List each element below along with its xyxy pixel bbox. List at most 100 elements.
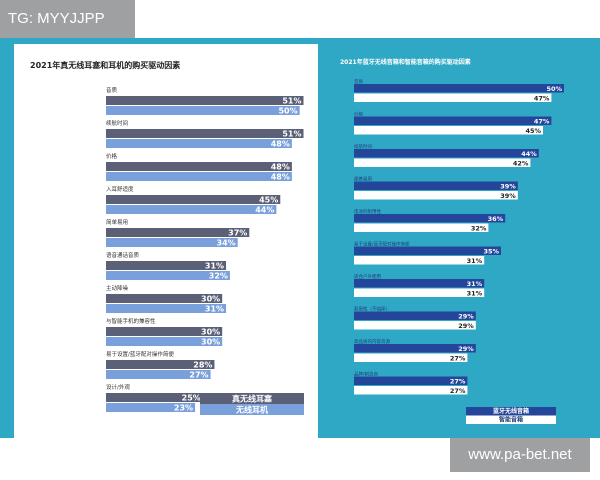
bar-2 xyxy=(354,191,518,200)
bar-1 xyxy=(106,327,223,336)
data-label: 51% xyxy=(282,97,301,106)
bar-1 xyxy=(106,195,281,204)
bar-1 xyxy=(354,84,564,93)
bar-1 xyxy=(354,181,518,190)
bar-2 xyxy=(106,304,227,313)
bar-2 xyxy=(354,256,485,265)
bar-2 xyxy=(354,158,531,167)
bar-2 xyxy=(354,288,485,297)
data-label: 31% xyxy=(467,280,483,288)
bar-2 xyxy=(106,271,230,280)
data-label: 27% xyxy=(450,355,466,363)
bar-2 xyxy=(354,126,543,135)
bar-2 xyxy=(354,223,489,232)
bar-2 xyxy=(106,139,292,148)
data-label: 32% xyxy=(209,272,228,281)
category-label: 简单易用 xyxy=(106,218,128,226)
bar-1 xyxy=(354,214,506,223)
bar-1 xyxy=(106,294,223,303)
data-label: 35% xyxy=(483,248,499,256)
data-label: 27% xyxy=(450,378,466,386)
bar-2 xyxy=(106,238,238,247)
category-label: 耐用性（不怕摔） xyxy=(354,306,390,313)
category-label: 语音通话音质 xyxy=(106,251,140,259)
bar-1 xyxy=(354,344,476,353)
legend-swatch-1 xyxy=(200,393,304,404)
bar-1 xyxy=(354,149,539,158)
data-label: 31% xyxy=(205,305,224,314)
data-label: 30% xyxy=(201,295,220,304)
bar-2 xyxy=(354,386,468,395)
bar-1 xyxy=(106,393,203,402)
legend-label: 智能音箱 xyxy=(499,416,523,424)
bar-1 xyxy=(354,116,552,125)
bar-1 xyxy=(354,279,485,288)
legend-swatch-2 xyxy=(466,415,556,424)
bar-2 xyxy=(354,353,468,362)
bar-2 xyxy=(106,106,300,115)
legend-swatch-1 xyxy=(466,407,556,416)
category-label: 入耳舒适度 xyxy=(106,185,134,193)
right-chart-page: 2021年蓝牙无线音箱和智能音箱的购买驱动因素 音质 50% 47% 价格 47% 45% 续… xyxy=(330,44,592,438)
data-label: 27% xyxy=(450,387,466,395)
data-label: 39% xyxy=(500,183,516,191)
data-label: 31% xyxy=(467,290,483,298)
bar-1 xyxy=(106,261,227,270)
bar-1 xyxy=(106,129,304,138)
bar-2 xyxy=(106,172,292,181)
bar-2 xyxy=(106,370,211,379)
chart-title: 2021年真无线耳塞和耳机的购买驱动因素 xyxy=(30,60,180,70)
chart-title: 2021年蓝牙无线音箱和智能音箱的购买驱动因素 xyxy=(340,58,471,66)
bar-1 xyxy=(354,311,476,320)
data-label: 48% xyxy=(271,140,290,149)
bar-1 xyxy=(354,246,501,255)
data-label: 30% xyxy=(201,338,220,347)
legend-swatch-2 xyxy=(200,404,304,415)
data-label: 45% xyxy=(525,127,541,135)
data-label: 47% xyxy=(534,118,550,126)
category-label: 易于设置/蓝牙配对操作简便 xyxy=(354,241,410,248)
bar-1 xyxy=(354,376,468,385)
bar-2 xyxy=(354,321,476,330)
category-label: 设计/外观 xyxy=(106,383,130,391)
bar-2 xyxy=(106,337,223,346)
category-label: 适合户外使用 xyxy=(354,273,381,280)
data-label: 31% xyxy=(467,257,483,265)
legend-label: 真无线耳塞 xyxy=(232,394,273,404)
data-label: 44% xyxy=(521,150,537,158)
data-label: 25% xyxy=(182,394,201,403)
bar-2 xyxy=(106,403,196,412)
data-label: 29% xyxy=(458,345,474,353)
bar-1 xyxy=(106,162,292,171)
data-label: 50% xyxy=(546,85,562,93)
data-label: 39% xyxy=(500,192,516,200)
watermark-label: www.pa-bet.net xyxy=(450,438,590,472)
category-label: 与智能手机的兼容性 xyxy=(106,317,156,325)
category-label: 续航时间 xyxy=(106,119,128,127)
data-label: 51% xyxy=(282,130,301,139)
category-label: 主动降噪 xyxy=(106,284,129,292)
data-label: 27% xyxy=(189,371,208,380)
legend-label: 蓝牙无线音箱 xyxy=(493,407,529,415)
data-label: 42% xyxy=(513,160,529,168)
data-label: 34% xyxy=(217,239,236,248)
category-label: 续航时间 xyxy=(354,143,372,150)
data-label: 47% xyxy=(534,95,550,103)
bar-2 xyxy=(106,205,277,214)
data-label: 36% xyxy=(488,215,504,223)
category-label: 音质 xyxy=(354,78,363,85)
data-label: 32% xyxy=(471,225,487,233)
category-label: 便携易用 xyxy=(354,176,372,183)
category-label: 价格 xyxy=(354,111,363,118)
data-label: 23% xyxy=(174,404,193,413)
data-label: 28% xyxy=(193,361,212,370)
data-label: 29% xyxy=(458,313,474,321)
bar-1 xyxy=(106,228,250,237)
data-label: 48% xyxy=(271,173,290,182)
data-label: 45% xyxy=(259,196,278,205)
bar-1 xyxy=(106,96,304,105)
left-bar-chart: 2021年真无线耳塞和耳机的购买驱动因素音质51%50%续航时间51%48%价格… xyxy=(30,60,304,415)
legend-label: 无线耳机 xyxy=(235,405,268,415)
bar-2 xyxy=(354,93,552,102)
data-label: 44% xyxy=(255,206,274,215)
